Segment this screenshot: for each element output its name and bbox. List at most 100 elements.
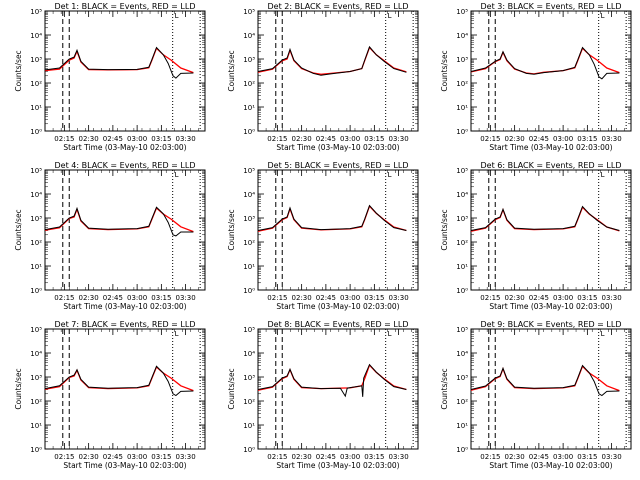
x-axis-label: Start Time (03-May-10 02:03:00)	[276, 143, 399, 152]
x-tick-label: 03:15	[364, 135, 384, 143]
x-tick-label: 03:00	[340, 453, 360, 461]
x-tick-label: 03:15	[151, 294, 171, 302]
y-tick-label: 10²	[243, 398, 255, 406]
y-tick-label: 10¹	[243, 263, 255, 271]
y-tick-label: 10⁵	[243, 8, 255, 16]
y-tick-label: 10²	[243, 239, 255, 247]
detector-panel-7: Det 7: BLACK = Events, RED = LLD 10⁰ 10¹ 10…	[14, 320, 206, 470]
y-axis-label: Counts/sec	[14, 50, 23, 91]
detector-panel-6: Det 6: BLACK = Events, RED = LLD 10⁰ 10¹ 10…	[440, 161, 632, 311]
x-tick-label: 03:00	[553, 453, 573, 461]
y-tick-label: 10⁵	[456, 167, 468, 175]
y-tick-label: 10²	[30, 398, 42, 406]
lld-series-line	[257, 204, 407, 232]
y-tick-label: 10⁴	[456, 350, 468, 358]
y-tick-label: 10⁵	[456, 326, 468, 334]
y-tick-label: 10⁰	[456, 446, 468, 454]
x-tick-label: 03:15	[151, 135, 171, 143]
x-tick-label: 02:45	[529, 453, 549, 461]
x-tick-label: 03:15	[364, 453, 384, 461]
x-tick-label: 02:15	[267, 453, 287, 461]
panel-title: Det 5: BLACK = Events, RED = LLD	[268, 161, 409, 170]
y-tick-label: 10⁴	[243, 191, 255, 199]
events-series-line	[470, 364, 620, 397]
y-tick-label: 10¹	[456, 263, 468, 271]
x-tick-label: 02:45	[103, 453, 123, 461]
y-axis-label: Counts/sec	[14, 209, 23, 250]
y-tick-label: 10³	[243, 215, 255, 223]
y-tick-label: 10²	[456, 398, 468, 406]
panel-title: Det 2: BLACK = Events, RED = LLD	[268, 2, 409, 11]
y-tick-label: 10⁴	[456, 32, 468, 40]
x-tick-label: 02:15	[480, 135, 500, 143]
events-series-line	[257, 204, 407, 231]
x-tick-label: 02:45	[103, 135, 123, 143]
y-tick-label: 10¹	[30, 263, 42, 271]
x-tick-label: 03:30	[602, 135, 622, 143]
y-tick-label: 10³	[243, 56, 255, 64]
lld-series-line	[470, 365, 620, 392]
x-tick-label: 03:30	[602, 453, 622, 461]
x-tick-label: 02:45	[103, 294, 123, 302]
events-series-line	[470, 205, 620, 231]
detector-panel-2: Det 2: BLACK = Events, RED = LLD 10⁰ 10¹ 10…	[227, 2, 419, 152]
x-tick-label: 02:45	[316, 453, 336, 461]
x-tick-label: 02:30	[292, 135, 312, 143]
x-tick-label: 03:15	[577, 135, 597, 143]
y-tick-label: 10⁰	[30, 128, 42, 136]
x-tick-label: 02:15	[267, 294, 287, 302]
x-tick-label: 03:00	[340, 294, 360, 302]
lld-series-line	[470, 47, 620, 75]
panel-title: Det 3: BLACK = Events, RED = LLD	[481, 2, 622, 11]
y-tick-label: 10⁰	[30, 287, 42, 295]
y-tick-label: 10³	[243, 374, 255, 382]
lld-series-line	[257, 363, 407, 391]
y-tick-label: 10¹	[243, 104, 255, 112]
panel-title: Det 8: BLACK = Events, RED = LLD	[268, 320, 409, 329]
y-tick-label: 10¹	[30, 104, 42, 112]
x-tick-label: 02:30	[505, 135, 525, 143]
x-tick-label: 03:30	[176, 453, 196, 461]
y-tick-label: 10³	[456, 215, 468, 223]
x-tick-label: 03:00	[127, 135, 147, 143]
y-tick-label: 10⁰	[243, 287, 255, 295]
panel-title: Det 9: BLACK = Events, RED = LLD	[481, 320, 622, 329]
y-tick-label: 10³	[456, 56, 468, 64]
panel-title: Det 4: BLACK = Events, RED = LLD	[55, 161, 196, 170]
x-tick-label: 02:15	[480, 294, 500, 302]
y-tick-label: 10¹	[456, 104, 468, 112]
y-tick-label: 10³	[30, 215, 42, 223]
y-tick-label: 10⁵	[30, 8, 42, 16]
y-tick-label: 10³	[30, 374, 42, 382]
x-tick-label: 02:15	[54, 294, 74, 302]
y-tick-label: 10¹	[456, 422, 468, 430]
x-tick-label: 03:15	[577, 294, 597, 302]
y-axis-label: Counts/sec	[440, 209, 449, 250]
marker-label: L	[601, 12, 605, 20]
x-tick-label: 03:15	[151, 453, 171, 461]
x-axis-label: Start Time (03-May-10 02:03:00)	[276, 302, 399, 311]
x-tick-label: 02:30	[505, 453, 525, 461]
lld-series-line	[470, 206, 620, 232]
x-axis-label: Start Time (03-May-10 02:03:00)	[63, 143, 186, 152]
y-tick-label: 10⁰	[243, 128, 255, 136]
detector-panel-4: Det 4: BLACK = Events, RED = LLD 10⁰ 10¹ 10…	[14, 161, 206, 311]
y-tick-label: 10²	[456, 80, 468, 88]
y-axis-label: Counts/sec	[440, 368, 449, 409]
y-tick-label: 10³	[30, 56, 42, 64]
y-tick-label: 10²	[30, 239, 42, 247]
x-tick-label: 02:15	[267, 135, 287, 143]
x-tick-label: 02:30	[79, 135, 99, 143]
y-tick-label: 10²	[243, 80, 255, 88]
x-tick-label: 02:45	[316, 294, 336, 302]
panel-title: Det 1: BLACK = Events, RED = LLD	[55, 2, 196, 11]
x-tick-label: 02:30	[292, 453, 312, 461]
events-series-line	[44, 206, 194, 237]
detector-panel-5: Det 5: BLACK = Events, RED = LLD 10⁰ 10¹ 10…	[227, 161, 419, 311]
detector-panel-9: Det 9: BLACK = Events, RED = LLD 10⁰ 10¹ 10…	[440, 320, 632, 470]
x-tick-label: 03:30	[389, 294, 409, 302]
marker-label: L	[388, 330, 392, 338]
events-series-line	[257, 363, 407, 398]
detector-panel-3: Det 3: BLACK = Events, RED = LLD 10⁰ 10¹ 10…	[440, 2, 632, 152]
x-tick-label: 02:30	[79, 453, 99, 461]
